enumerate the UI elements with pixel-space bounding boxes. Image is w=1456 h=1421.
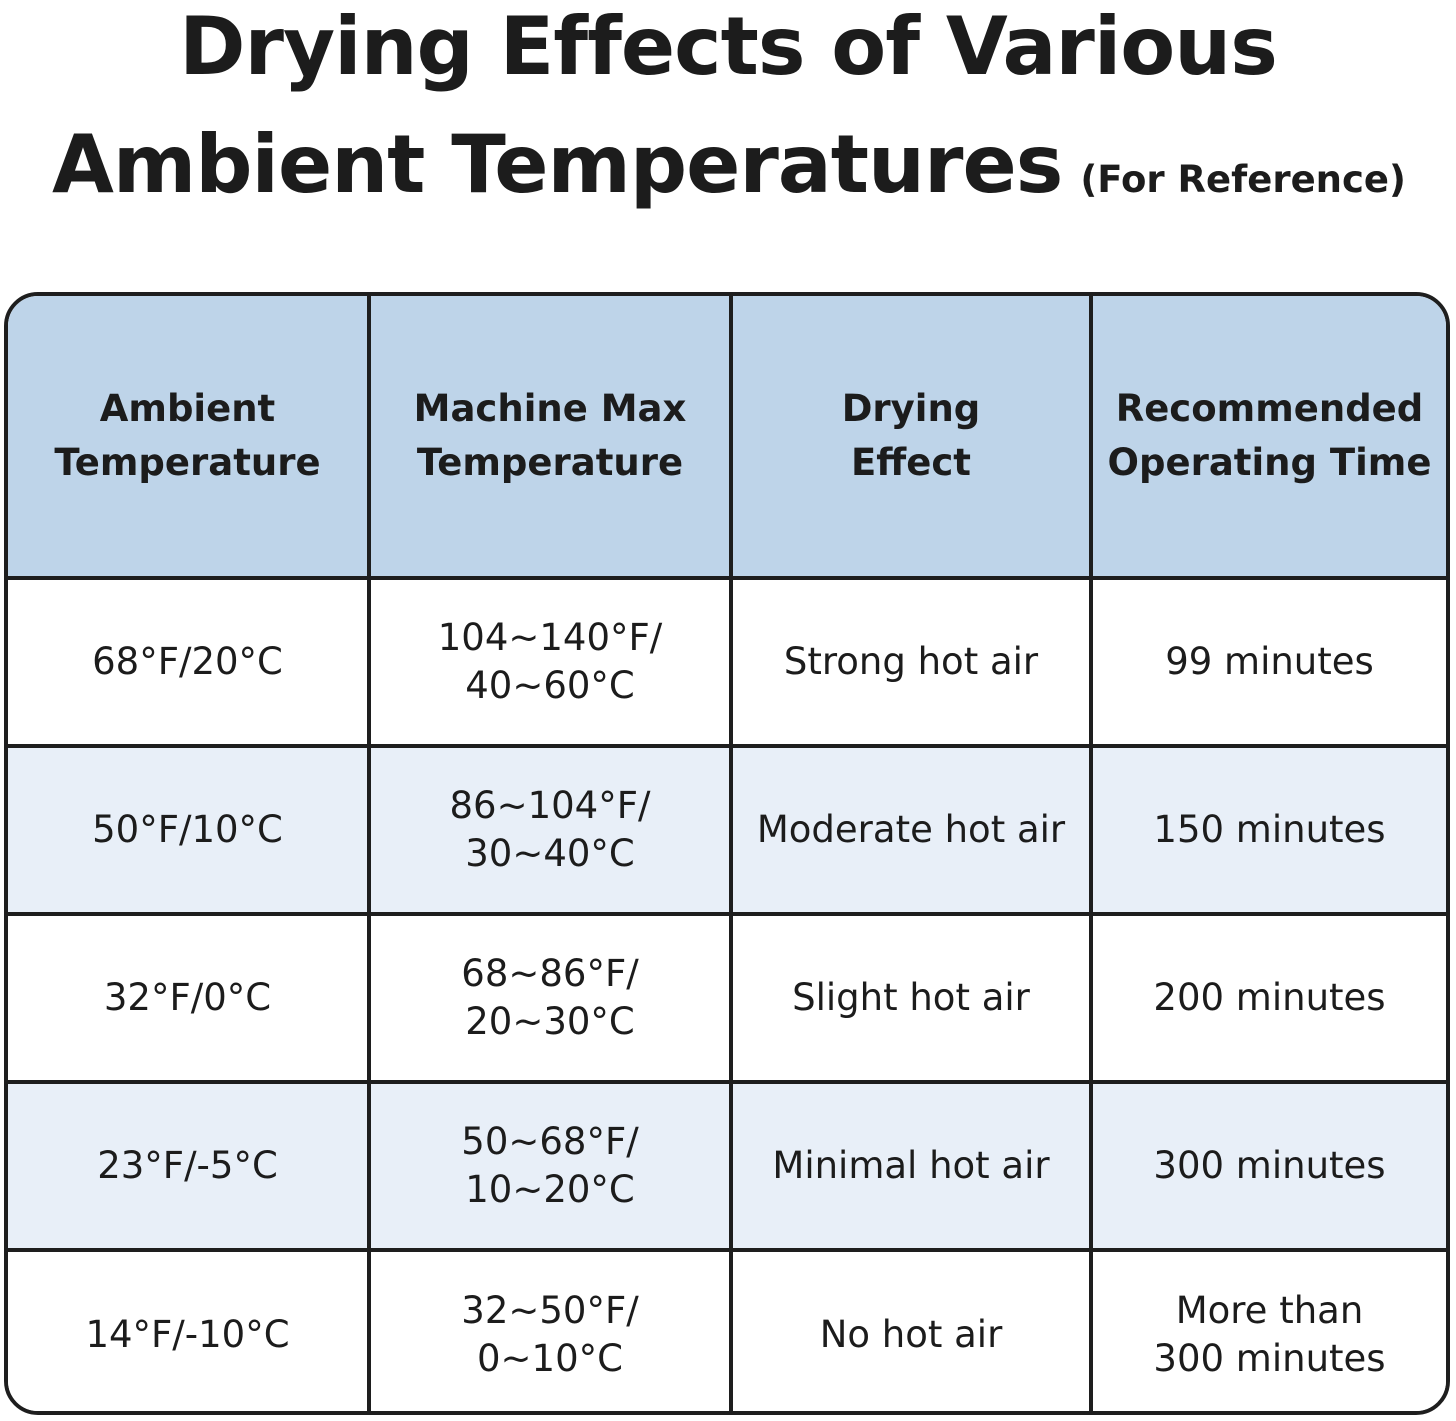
data-table: Ambient Temperature Machine Max Temperat… — [8, 296, 1446, 1411]
cell-drying-effect: Slight hot air — [729, 912, 1093, 1084]
cell-drying-effect: Strong hot air — [729, 576, 1093, 748]
cell-drying-effect: No hot air — [729, 1248, 1093, 1411]
table-row: 23°F/-5°C 50~68°F/ 10~20°C Minimal hot a… — [8, 1080, 1446, 1252]
cell-operating-time: 300 minutes — [1089, 1080, 1446, 1252]
cell-machine-max-temperature: 104~140°F/ 40~60°C — [367, 576, 733, 748]
cell-machine-max-temperature: 50~68°F/ 10~20°C — [367, 1080, 733, 1252]
cell-machine-max-temperature: 68~86°F/ 20~30°C — [367, 912, 733, 1084]
cell-drying-effect: Minimal hot air — [729, 1080, 1093, 1252]
page-title-line-1: Drying Effects of Various — [179, 0, 1278, 93]
table-row: 14°F/-10°C 32~50°F/ 0~10°C No hot air Mo… — [8, 1248, 1446, 1411]
page-title-line-2: Ambient Temperatures (For Reference) — [52, 120, 1406, 225]
cell-operating-time: 150 minutes — [1089, 744, 1446, 916]
drying-effects-table: Ambient Temperature Machine Max Temperat… — [4, 292, 1450, 1415]
cell-operating-time: 200 minutes — [1089, 912, 1446, 1084]
cell-machine-max-temperature: 86~104°F/ 30~40°C — [367, 744, 733, 916]
cell-ambient-temperature: 23°F/-5°C — [8, 1080, 371, 1252]
cell-drying-effect: Moderate hot air — [729, 744, 1093, 916]
cell-ambient-temperature: 68°F/20°C — [8, 576, 371, 748]
cell-operating-time: 99 minutes — [1089, 576, 1446, 748]
table-row: 50°F/10°C 86~104°F/ 30~40°C Moderate hot… — [8, 744, 1446, 916]
page-title-line-2-text: Ambient Temperatures — [52, 118, 1063, 211]
title-reference-note: (For Reference) — [1080, 158, 1406, 201]
header-recommended-operating-time: Recommended Operating Time — [1089, 296, 1446, 580]
table-header-row: Ambient Temperature Machine Max Temperat… — [8, 296, 1446, 580]
cell-ambient-temperature: 50°F/10°C — [8, 744, 371, 916]
header-drying-effect: Drying Effect — [729, 296, 1093, 580]
header-machine-max-temperature: Machine Max Temperature — [367, 296, 733, 580]
cell-operating-time: More than 300 minutes — [1089, 1248, 1446, 1411]
table-row: 68°F/20°C 104~140°F/ 40~60°C Strong hot … — [8, 576, 1446, 748]
cell-ambient-temperature: 14°F/-10°C — [8, 1248, 371, 1411]
table-row: 32°F/0°C 68~86°F/ 20~30°C Slight hot air… — [8, 912, 1446, 1084]
header-ambient-temperature: Ambient Temperature — [8, 296, 371, 580]
cell-ambient-temperature: 32°F/0°C — [8, 912, 371, 1084]
cell-machine-max-temperature: 32~50°F/ 0~10°C — [367, 1248, 733, 1411]
